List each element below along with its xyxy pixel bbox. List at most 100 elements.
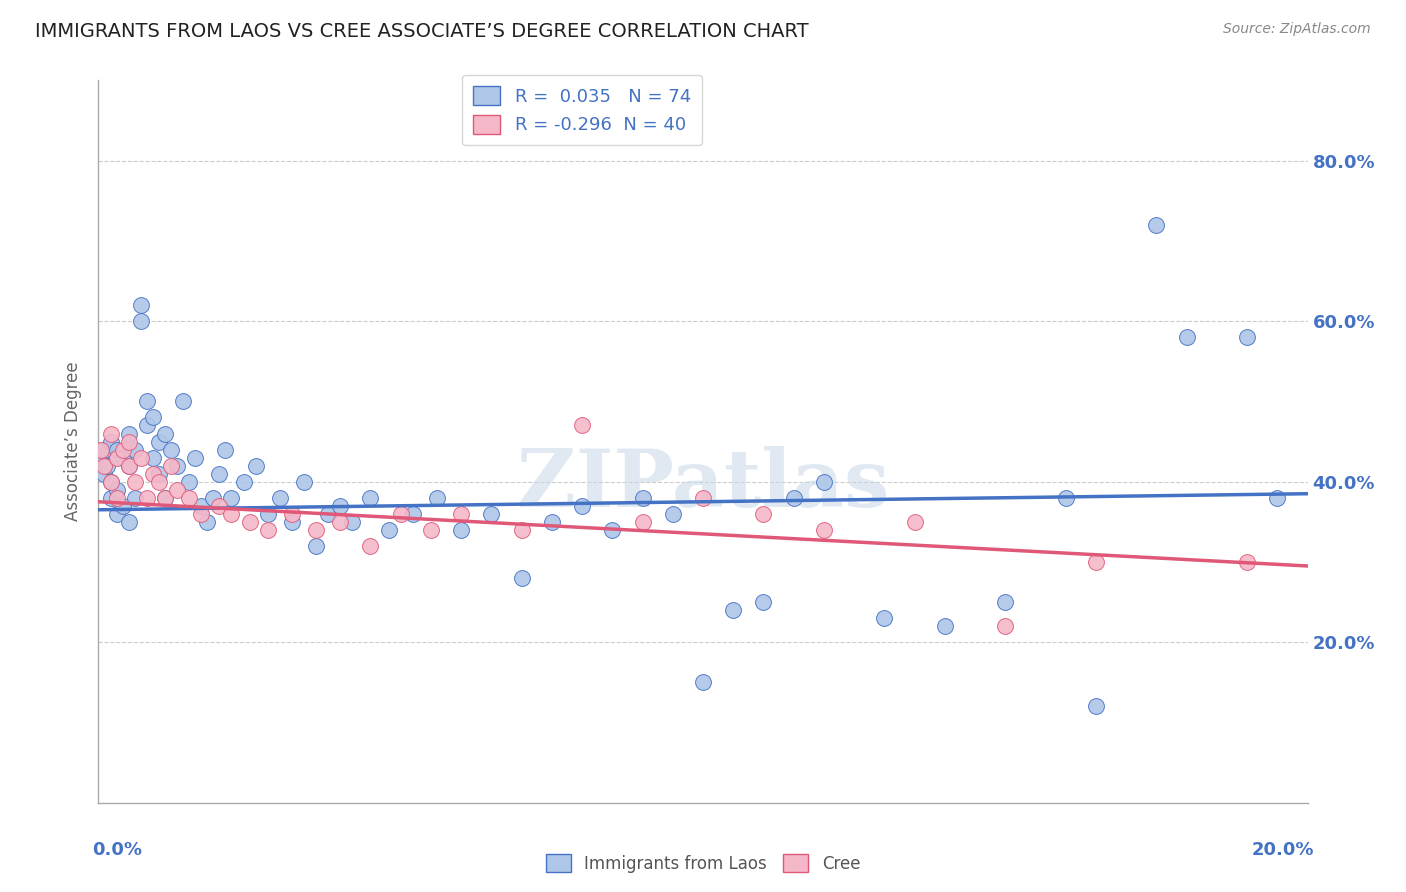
Point bbox=[208, 499, 231, 513]
Point bbox=[142, 467, 165, 481]
Point bbox=[100, 475, 122, 489]
Point bbox=[1085, 555, 1108, 569]
Legend: Immigrants from Laos, Cree: Immigrants from Laos, Cree bbox=[538, 847, 868, 880]
Point bbox=[202, 491, 225, 505]
Point bbox=[90, 442, 112, 457]
Point bbox=[118, 434, 141, 449]
Point bbox=[256, 507, 278, 521]
Point bbox=[602, 523, 624, 537]
Point bbox=[256, 523, 278, 537]
Point bbox=[105, 491, 128, 505]
Point bbox=[1236, 330, 1258, 344]
Point bbox=[105, 507, 128, 521]
Point bbox=[342, 515, 364, 529]
Point bbox=[190, 507, 212, 521]
Point bbox=[221, 491, 243, 505]
Point bbox=[214, 442, 236, 457]
Point bbox=[389, 507, 412, 521]
Point bbox=[377, 523, 399, 537]
Point bbox=[100, 434, 122, 449]
Point bbox=[124, 491, 146, 505]
Point bbox=[148, 434, 170, 449]
Point bbox=[692, 675, 714, 690]
Point bbox=[783, 491, 806, 505]
Point bbox=[105, 483, 128, 497]
Point bbox=[105, 442, 128, 457]
Point bbox=[93, 442, 115, 457]
Point bbox=[111, 442, 134, 457]
Point bbox=[510, 523, 533, 537]
Text: IMMIGRANTS FROM LAOS VS CREE ASSOCIATE’S DEGREE CORRELATION CHART: IMMIGRANTS FROM LAOS VS CREE ASSOCIATE’S… bbox=[35, 22, 808, 41]
Point bbox=[118, 458, 141, 473]
Point bbox=[360, 539, 382, 553]
Text: Source: ZipAtlas.com: Source: ZipAtlas.com bbox=[1223, 22, 1371, 37]
Point bbox=[571, 418, 593, 433]
Point bbox=[426, 491, 449, 505]
Point bbox=[142, 410, 165, 425]
Point bbox=[142, 450, 165, 465]
Point bbox=[100, 491, 122, 505]
Point bbox=[118, 458, 141, 473]
Point bbox=[402, 507, 425, 521]
Point bbox=[100, 475, 122, 489]
Point bbox=[994, 595, 1017, 609]
Point bbox=[195, 515, 218, 529]
Point bbox=[1054, 491, 1077, 505]
Point bbox=[752, 507, 775, 521]
Point bbox=[305, 523, 328, 537]
Y-axis label: Associate’s Degree: Associate’s Degree bbox=[65, 362, 83, 521]
Point bbox=[93, 458, 115, 473]
Point bbox=[179, 475, 201, 489]
Point bbox=[148, 475, 170, 489]
Point bbox=[292, 475, 315, 489]
Point bbox=[111, 499, 134, 513]
Point bbox=[420, 523, 443, 537]
Point bbox=[450, 523, 472, 537]
Point bbox=[166, 458, 188, 473]
Point bbox=[329, 499, 352, 513]
Text: 20.0%: 20.0% bbox=[1251, 841, 1313, 859]
Point bbox=[631, 515, 654, 529]
Point bbox=[305, 539, 328, 553]
Point bbox=[723, 603, 745, 617]
Point bbox=[1267, 491, 1289, 505]
Point bbox=[904, 515, 927, 529]
Point bbox=[692, 491, 714, 505]
Point bbox=[135, 491, 157, 505]
Point bbox=[269, 491, 291, 505]
Point bbox=[329, 515, 352, 529]
Point bbox=[153, 491, 176, 505]
Point bbox=[281, 515, 304, 529]
Point bbox=[873, 611, 896, 625]
Point bbox=[934, 619, 956, 633]
Legend: R =  0.035   N = 74, R = -0.296  N = 40: R = 0.035 N = 74, R = -0.296 N = 40 bbox=[463, 75, 702, 145]
Point bbox=[172, 394, 194, 409]
Point bbox=[129, 450, 152, 465]
Point bbox=[135, 418, 157, 433]
Point bbox=[316, 507, 339, 521]
Point bbox=[1144, 218, 1167, 232]
Point bbox=[208, 467, 231, 481]
Point bbox=[148, 467, 170, 481]
Point bbox=[281, 507, 304, 521]
Point bbox=[135, 394, 157, 409]
Point bbox=[166, 483, 188, 497]
Point bbox=[118, 515, 141, 529]
Point bbox=[994, 619, 1017, 633]
Point bbox=[111, 450, 134, 465]
Point bbox=[105, 450, 128, 465]
Point bbox=[100, 426, 122, 441]
Point bbox=[450, 507, 472, 521]
Point bbox=[1085, 699, 1108, 714]
Point bbox=[239, 515, 262, 529]
Point bbox=[631, 491, 654, 505]
Point bbox=[221, 507, 243, 521]
Text: 0.0%: 0.0% bbox=[93, 841, 142, 859]
Point bbox=[118, 426, 141, 441]
Point bbox=[160, 442, 183, 457]
Point bbox=[661, 507, 683, 521]
Point bbox=[813, 523, 835, 537]
Point bbox=[160, 458, 183, 473]
Point bbox=[813, 475, 835, 489]
Point bbox=[232, 475, 254, 489]
